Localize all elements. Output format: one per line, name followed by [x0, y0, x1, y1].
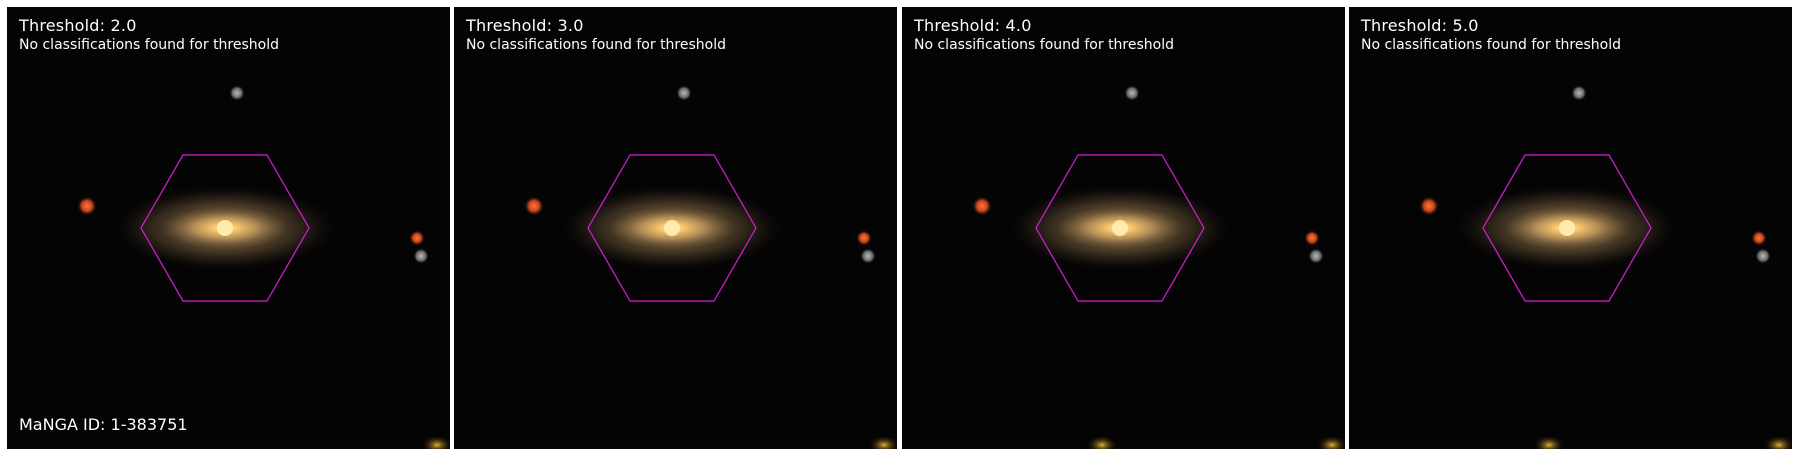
galaxy-image [1349, 7, 1792, 449]
grey-star [860, 248, 876, 264]
galaxy-image [902, 7, 1345, 449]
panel-title: Threshold: 5.0 [1361, 16, 1479, 35]
galaxy-core [664, 220, 680, 236]
manga-id-label: MaNGA ID: 1-383751 [19, 415, 188, 434]
panel-title: Threshold: 2.0 [19, 16, 137, 35]
grey-star [1124, 85, 1140, 101]
ifu-hexagon [587, 154, 757, 302]
galaxy-core [1559, 220, 1575, 236]
image-panel-1: Threshold: 2.0 No classifications found … [7, 7, 450, 449]
panel-message: No classifications found for threshold [466, 37, 726, 53]
ifu-hexagon [1035, 154, 1205, 302]
ifu-hexagon [140, 154, 310, 302]
red-star [972, 196, 992, 216]
bright-source [1316, 435, 1345, 449]
image-panel-3: Threshold: 4.0 No classifications found … [902, 7, 1345, 449]
galaxy-core [1112, 220, 1128, 236]
bright-source [1763, 435, 1792, 449]
grey-star [1308, 248, 1324, 264]
grey-star [229, 85, 245, 101]
ifu-hexagon [1482, 154, 1652, 302]
bright-source [1086, 435, 1118, 449]
galaxy-image [7, 7, 450, 449]
grey-star [676, 85, 692, 101]
galaxy-core [217, 220, 233, 236]
panel-message: No classifications found for threshold [1361, 37, 1621, 53]
galaxy-image [454, 7, 897, 449]
bright-source [1533, 435, 1565, 449]
red-star [1304, 230, 1320, 246]
panel-title: Threshold: 4.0 [914, 16, 1032, 35]
panel-message: No classifications found for threshold [914, 37, 1174, 53]
red-star [1751, 230, 1767, 246]
panel-title: Threshold: 3.0 [466, 16, 584, 35]
bright-source [868, 435, 897, 449]
red-star [77, 196, 97, 216]
red-star [1419, 196, 1439, 216]
panel-message: No classifications found for threshold [19, 37, 279, 53]
red-star [856, 230, 872, 246]
bright-source [421, 435, 450, 449]
grey-star [1755, 248, 1771, 264]
red-star [409, 230, 425, 246]
image-panel-2: Threshold: 3.0 No classifications found … [454, 7, 897, 449]
grey-star [413, 248, 429, 264]
red-star [524, 196, 544, 216]
image-panel-4: Threshold: 5.0 No classifications found … [1349, 7, 1792, 449]
grey-star [1571, 85, 1587, 101]
